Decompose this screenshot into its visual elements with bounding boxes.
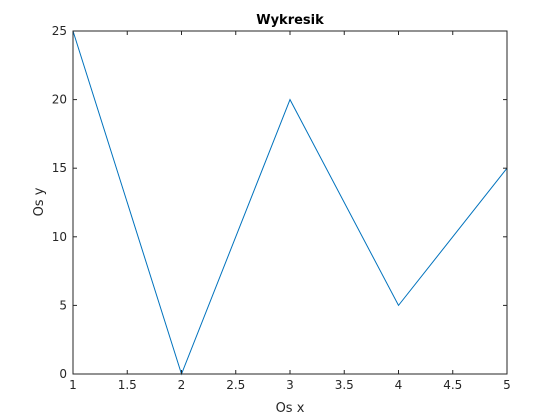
x-tick-label: 4 xyxy=(395,378,403,392)
y-tick-label: 15 xyxy=(52,161,67,175)
y-axis-label: Os y xyxy=(32,187,47,216)
series-line xyxy=(72,30,508,376)
plot-background xyxy=(73,31,507,374)
x-tick-label: 2.5 xyxy=(226,378,245,392)
x-tick-label: 3 xyxy=(286,378,294,392)
x-tick-label: 1 xyxy=(69,378,77,392)
y-axis-ticks: 0 5 10 15 20 25 xyxy=(52,24,507,381)
x-tick-label: 4.5 xyxy=(443,378,462,392)
y-tick-label: 0 xyxy=(59,367,67,381)
y-tick-label: 20 xyxy=(52,93,67,107)
y-tick-label: 25 xyxy=(52,24,67,38)
series-layer xyxy=(72,30,508,376)
y-tick-label: 5 xyxy=(59,298,67,312)
x-axis-label: Os x xyxy=(276,401,305,416)
y-tick-label: 10 xyxy=(52,230,67,244)
chart-title: Wykresik xyxy=(256,13,324,28)
x-tick-label: 2 xyxy=(178,378,186,392)
x-tick-label: 1.5 xyxy=(118,378,137,392)
x-tick-label: 3.5 xyxy=(335,378,354,392)
x-axis-ticks: 1 1.5 2 2.5 3 3.5 4 4.5 5 xyxy=(69,31,511,392)
x-tick-label: 5 xyxy=(503,378,511,392)
